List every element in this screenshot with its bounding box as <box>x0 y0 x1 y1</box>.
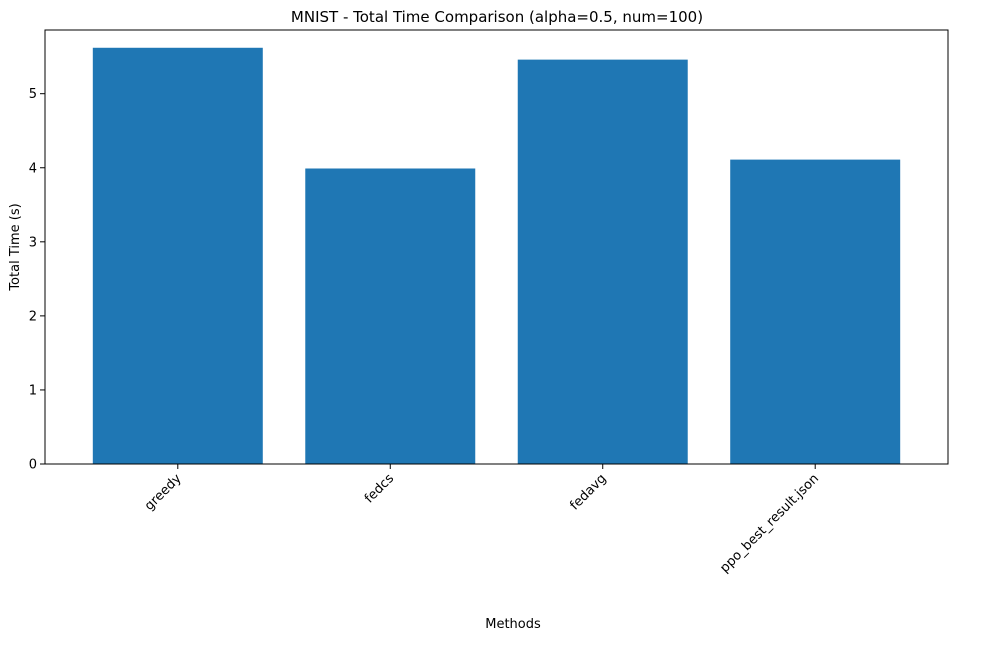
bar-fedavg <box>517 59 688 464</box>
y-tick-label: 5 <box>29 87 37 102</box>
chart-title: MNIST - Total Time Comparison (alpha=0.5… <box>291 8 703 26</box>
y-tick-label: 4 <box>29 161 37 176</box>
y-axis-label: Total Time (s) <box>8 203 23 291</box>
y-axis: 0 1 2 3 4 5 <box>29 87 45 473</box>
y-tick-label: 3 <box>29 235 37 250</box>
x-axis-label: Methods <box>485 617 541 632</box>
bars-group <box>92 47 901 464</box>
x-tick-label: greedy <box>142 471 185 514</box>
bar-fedcs <box>305 168 476 464</box>
y-tick-label: 2 <box>29 309 37 324</box>
plot-area-frame <box>44 29 949 465</box>
y-tick-label: 1 <box>29 383 37 398</box>
bar-ppo-best-result-json <box>730 159 901 464</box>
x-tick-label: fedcs <box>362 471 397 506</box>
x-tick-label: fedavg <box>567 471 609 513</box>
bar-greedy <box>92 47 263 464</box>
x-axis: greedy fedcs fedavg ppo_best_result.json <box>142 464 822 576</box>
y-tick-label: 0 <box>29 458 37 473</box>
x-tick-label: ppo_best_result.json <box>717 471 822 576</box>
